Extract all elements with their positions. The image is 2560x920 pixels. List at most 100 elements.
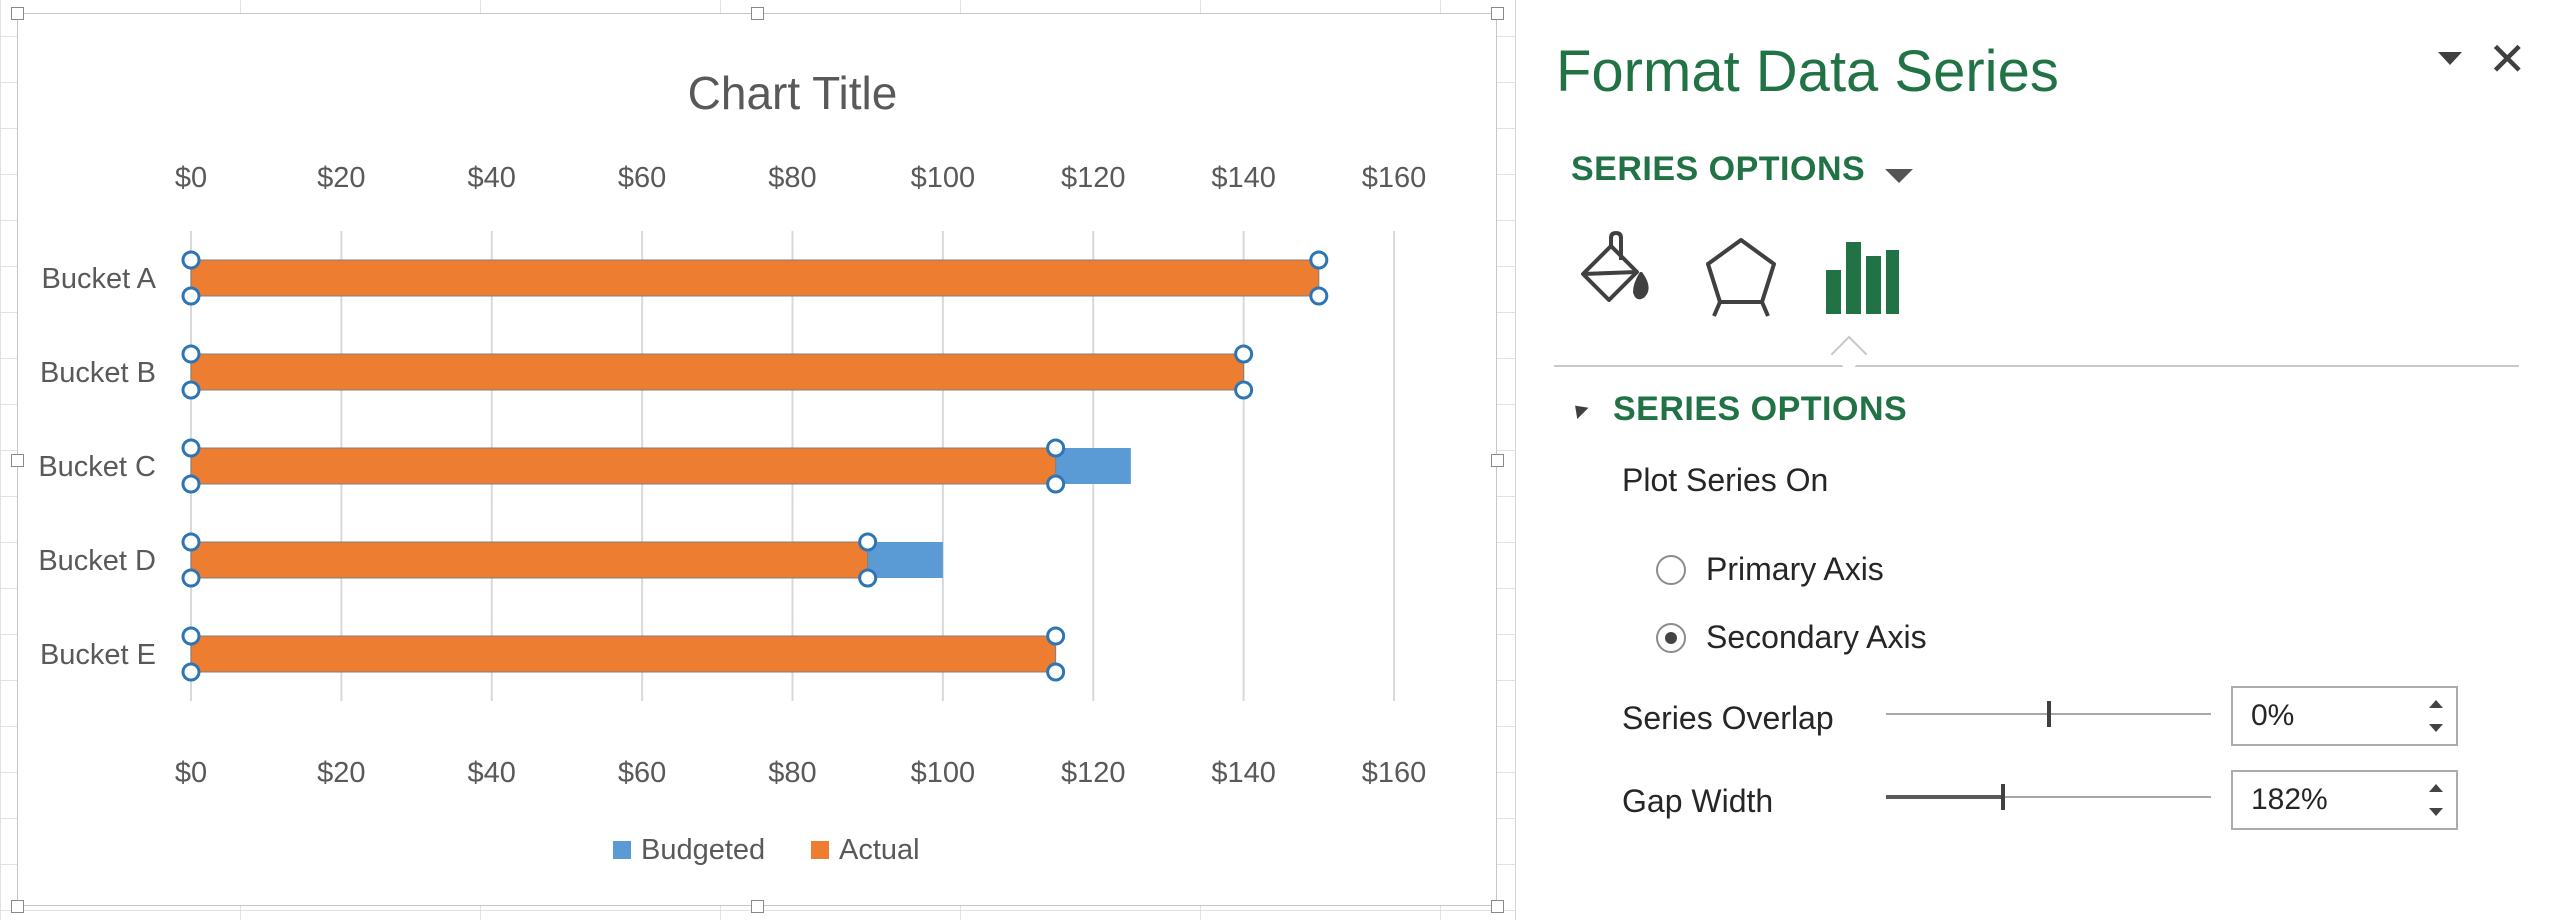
spin-down-icon[interactable] — [2423, 716, 2449, 740]
category-label: Bucket A — [42, 263, 157, 295]
selection-handle — [1046, 474, 1066, 494]
primary-axis-tick-label: $60 — [618, 757, 666, 789]
gap-width-label: Gap Width — [1622, 783, 1774, 819]
selection-handle — [1234, 344, 1254, 364]
chevron-down-icon — [1885, 168, 1914, 183]
secondary-axis-radio[interactable]: Secondary Axis — [1656, 619, 1927, 656]
spin-up-icon[interactable] — [2423, 776, 2449, 800]
series-overlap-slider[interactable] — [1886, 699, 2211, 729]
task-pane-options-icon[interactable] — [2438, 52, 2462, 65]
primary-axis-tick-label: $20 — [317, 757, 365, 789]
secondary-axis-tick-label: $140 — [1211, 162, 1276, 194]
resize-handle[interactable] — [11, 900, 24, 913]
resize-handle[interactable] — [11, 7, 24, 20]
bar-actual[interactable] — [190, 447, 1057, 485]
selection-handle — [1046, 662, 1066, 682]
resize-handle[interactable] — [1491, 7, 1504, 20]
gap-width-input[interactable] — [2233, 772, 2413, 828]
gap-width-slider[interactable] — [1886, 782, 2211, 812]
resize-handle[interactable] — [11, 453, 24, 467]
gap-width-spinner[interactable] — [2231, 770, 2458, 830]
category-label: Bucket D — [38, 545, 156, 577]
tab-divider — [1554, 365, 2519, 367]
section-title: SERIES OPTIONS — [1613, 390, 1908, 428]
series-options-dropdown[interactable]: SERIES OPTIONS — [1571, 150, 1914, 189]
series-options-dropdown-label: SERIES OPTIONS — [1571, 150, 1866, 188]
bar-chart[interactable]: Chart Title $0 $0 $20 $20 $40 $40 $60 $60 $80 $80 $… — [18, 14, 1498, 907]
selection-handle — [181, 380, 201, 400]
secondary-axis-tick-label: $100 — [911, 162, 976, 194]
chart-area[interactable]: Chart Title $0 $0 $20 $20 $40 $40 $60 $60 $80 $80 $… — [11, 7, 1504, 913]
secondary-axis-tick-label: $60 — [618, 162, 666, 194]
series-overlap-label: Series Overlap — [1622, 700, 1834, 736]
sheet-column-line — [0, 0, 1, 920]
effects-icon[interactable] — [1696, 230, 1786, 320]
collapse-triangle-icon — [1569, 399, 1589, 420]
secondary-axis-tick-label: $40 — [468, 162, 516, 194]
slider-thumb[interactable] — [2046, 701, 2051, 727]
resize-handle[interactable] — [751, 900, 764, 913]
selection-handle — [1309, 250, 1329, 270]
bar-actual[interactable] — [190, 541, 869, 579]
primary-axis-tick-label: $40 — [468, 757, 516, 789]
primary-axis-tick-label: $0 — [175, 757, 207, 789]
fill-line-icon[interactable] — [1571, 230, 1661, 320]
spin-up-icon[interactable] — [2423, 692, 2449, 716]
pane-title: Format Data Series — [1556, 39, 2059, 104]
chart-title[interactable]: Chart Title — [688, 67, 898, 119]
legend-label[interactable]: Actual — [839, 834, 920, 866]
format-data-series-pane: Format Data Series ✕ SERIES OPTIONS — [1515, 0, 2560, 920]
selection-handle — [1046, 438, 1066, 458]
selection-handle — [858, 532, 878, 552]
selection-handle — [181, 438, 201, 458]
series-overlap-input[interactable] — [2233, 688, 2413, 744]
primary-axis-tick-label: $160 — [1362, 757, 1427, 789]
bar-actual[interactable] — [190, 259, 1320, 297]
primary-axis-tick-label: $100 — [911, 757, 976, 789]
selection-handle — [181, 626, 201, 646]
selection-handle — [181, 474, 201, 494]
legend-swatch — [613, 841, 631, 859]
secondary-axis-tick-label: $20 — [317, 162, 365, 194]
secondary-axis-label: Secondary Axis — [1706, 619, 1927, 655]
selection-handle — [181, 568, 201, 588]
primary-axis-label: Primary Axis — [1706, 551, 1884, 587]
selection-handle — [1309, 286, 1329, 306]
slider-track — [1886, 796, 2211, 798]
selection-handle — [181, 286, 201, 306]
series-overlap-spinner[interactable] — [2231, 686, 2458, 746]
primary-axis-tick-label: $120 — [1061, 757, 1126, 789]
secondary-axis-tick-label: $80 — [768, 162, 816, 194]
selection-handle — [1234, 380, 1254, 400]
selection-handle — [181, 344, 201, 364]
resize-handle[interactable] — [1491, 900, 1504, 913]
resize-handle[interactable] — [1491, 453, 1504, 467]
secondary-axis-radio-button[interactable] — [1656, 622, 1686, 653]
resize-handle[interactable] — [751, 7, 764, 20]
primary-axis-tick-label: $80 — [768, 757, 816, 789]
category-label: Bucket C — [38, 451, 156, 483]
spin-down-icon[interactable] — [2423, 800, 2449, 824]
legend-swatch — [811, 841, 829, 859]
primary-axis-tick-label: $140 — [1211, 757, 1276, 789]
series-options-icon[interactable] — [1816, 230, 1906, 320]
series-options-section-header[interactable]: SERIES OPTIONS — [1569, 390, 1908, 429]
secondary-axis-tick-label: $120 — [1061, 162, 1126, 194]
selection-handle — [181, 250, 201, 270]
selection-handle — [181, 532, 201, 552]
selection-handle — [858, 568, 878, 588]
selection-handle — [181, 662, 201, 682]
bar-actual[interactable] — [190, 353, 1245, 391]
secondary-axis-tick-label: $0 — [175, 162, 207, 194]
primary-axis-radio[interactable]: Primary Axis — [1656, 551, 1884, 588]
secondary-axis-tick-label: $160 — [1362, 162, 1427, 194]
legend-label[interactable]: Budgeted — [641, 834, 765, 866]
bar-actual[interactable] — [190, 635, 1057, 673]
slider-fill — [1886, 795, 2003, 799]
close-icon[interactable]: ✕ — [2488, 33, 2527, 85]
slider-thumb[interactable] — [2001, 784, 2005, 810]
selection-handle — [1046, 626, 1066, 646]
category-label: Bucket E — [40, 639, 156, 671]
primary-axis-radio-button[interactable] — [1656, 554, 1686, 585]
category-label: Bucket B — [40, 357, 156, 389]
